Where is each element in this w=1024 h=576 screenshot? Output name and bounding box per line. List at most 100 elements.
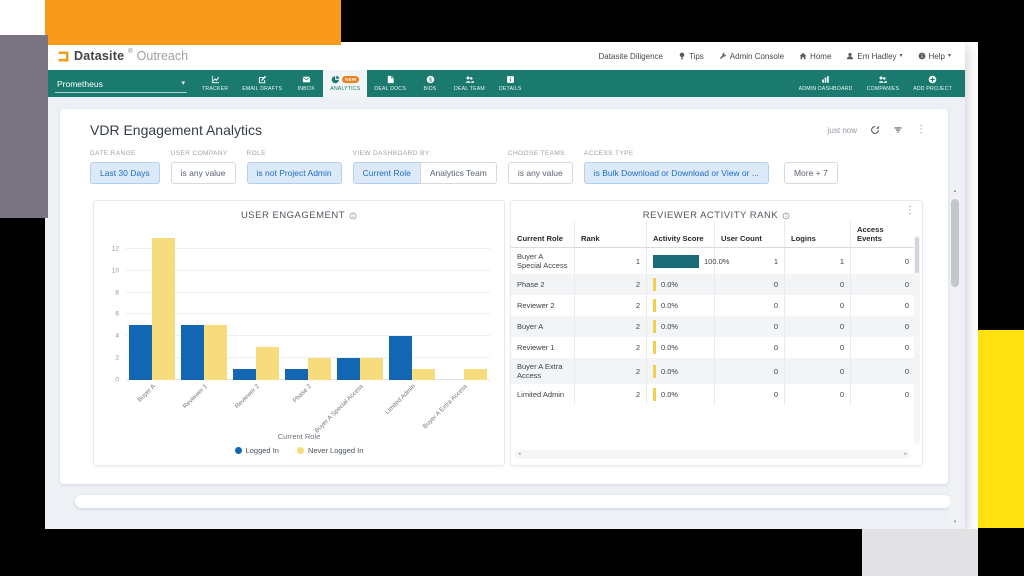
caret-down-icon: ▾ [899,53,903,59]
filter-chip-current-role[interactable]: Current Role [352,162,421,184]
header-menu-tips[interactable]: Tips [678,52,704,61]
filter-label: VIEW DASHBOARD BY: [352,150,432,157]
nav-tab-companies[interactable]: COMPANIES [860,70,907,97]
nav-tab-email-drafts[interactable]: EMAIL DRAFTS [235,70,289,97]
table-cell: 0 [785,384,851,406]
caret-down-icon: ▾ [181,80,185,87]
table-cell: 0 [715,274,785,296]
scroll-right-arrow-icon[interactable]: ▸ [904,451,907,457]
bulb-icon [678,52,686,60]
nav-tab-inbox[interactable]: INBOX [289,70,323,97]
reviewer-activity-card: REVIEWER ACTIVITY RANK ⋮ Current Role Ran… [510,200,923,466]
column-header-current-role[interactable]: Current Role [511,221,575,248]
header-menu-em-hadley[interactable]: Em Hadley ▾ [846,52,903,61]
chart-title: USER ENGAGEMENT [94,210,504,221]
wrench-icon [719,52,727,60]
column-header-user-count[interactable]: User Count [715,221,785,248]
filter-label: USER COMPANY [170,150,228,157]
nav-tab-label: EMAIL DRAFTS [242,86,283,92]
chart-title-text: USER ENGAGEMENT [240,210,346,221]
filter-bar: DATE RANGE Last 30 Days USER COMPANY is any… [90,150,838,184]
table-cell: 0 [904,280,909,290]
nav-tab-bids[interactable]: $ BIDS [413,70,447,97]
header-menu-admin-console[interactable]: Admin Console [719,52,784,61]
column-header-access-events[interactable]: Access Events [857,225,884,244]
table-cell: Buyer A Extra Access [511,358,575,385]
project-selector[interactable]: Prometheus ▾ [45,70,195,97]
column-header-logins[interactable]: Logins [785,221,851,248]
table-title-text: REVIEWER ACTIVITY RANK [642,210,779,221]
activity-score-cell: 0.0% [647,274,715,296]
scroll-down-arrow-icon[interactable]: ▾ [953,519,957,525]
page-vertical-scrollbar[interactable]: ▴ ▾ [950,187,960,527]
info-circle-icon[interactable] [782,212,790,220]
nav-tab-analytics[interactable]: NEW ANALYTICS [323,70,368,97]
table-row-phase-2: Phase 2 2 0.0% 0 0 0 [511,274,915,296]
decor-gray-left-block [0,35,48,218]
decor-black-bottom-bar [45,529,978,576]
table-vertical-scrollbar[interactable] [914,235,920,445]
scroll-left-arrow-icon[interactable]: ◂ [518,451,521,457]
nav-tab-deal-docs[interactable]: DEAL DOCS [367,70,413,97]
nav-tab-tracker[interactable]: TRACKER [195,70,235,97]
header-menu-help[interactable]: Help ▾ [918,52,951,61]
filter-label: DATE RANGE [90,150,136,157]
kebab-menu-icon[interactable]: ⋮ [916,124,926,135]
legend-item-never-logged-in[interactable]: Never Logged In [296,446,364,455]
table-row-reviewer-2: Reviewer 2 2 0.0% 0 0 0 [511,295,915,317]
filter-chip-is-bulk-download-or-download-o[interactable]: is Bulk Download or Download or View or … [583,162,769,184]
decor-black-top-bar [341,0,1024,42]
decor-yellow-block [978,330,1024,528]
next-panel-edge [75,495,951,508]
new-badge: NEW [342,76,360,83]
nav-tab-add-project[interactable]: ADD PROJECT [906,70,959,97]
filter-chip-analytics-team[interactable]: Analytics Team [419,162,497,184]
table-cell: Limited Admin [511,384,575,406]
chart-x-axis-labels: Buyer A Reviewer 1 Reviewer 2 Phase 2 Buyer … [126,380,490,434]
nav-tabs: TRACKER EMAIL DRAFTS INBOX NEW ANALYTICS DEAL… [195,70,529,97]
plus-icon [928,75,937,84]
filter-group-date-range: DATE RANGE Last 30 Days [90,150,160,184]
more-filters-button[interactable]: More + 7 [783,162,838,184]
header-menu-label: Help [928,51,945,61]
project-nav-bar: Prometheus ▾ TRACKER EMAIL DRAFTS INBOX NEW… [45,70,965,97]
header-menu-home[interactable]: Home [799,52,831,61]
info-circle-icon[interactable] [349,212,357,220]
activity-score-cell: 0.0% [647,316,715,338]
gridline [126,313,490,315]
header-menu-label: Tips [688,51,704,61]
decor-black-right-column [978,0,1024,330]
nav-tab-admin-dashboard[interactable]: ADMIN DASHBOARD [792,70,860,97]
table-cell: 0 [785,316,851,338]
bar-logged-in [181,325,204,380]
envelope-icon [302,75,311,84]
svg-text:$: $ [428,77,432,83]
table-kebab-menu-icon[interactable]: ⋮ [905,205,915,216]
filter-chip-is-any-value[interactable]: is any value [170,162,236,184]
table-horizontal-scrollbar[interactable]: ◂ ▸ [515,450,910,459]
filter-chip-is-any-value[interactable]: is any value [507,162,573,184]
scroll-up-arrow-icon[interactable]: ▴ [953,188,957,194]
filter-label: ROLE [246,150,266,157]
scrollbar-thumb[interactable] [915,237,919,273]
table-cell: 0 [715,337,785,359]
column-header-activity-score[interactable]: Activity Score [647,221,715,248]
table-cell: 2 [575,337,647,359]
filter-chip-is-not-project-admin[interactable]: is not Project Admin [246,162,342,184]
filter-icon[interactable] [893,125,903,135]
legend-label: Never Logged In [307,446,364,455]
column-header-rank[interactable]: Rank [575,221,647,248]
table-cell: 1 [715,248,785,275]
chart-legend: Logged In Never Logged In [94,446,504,455]
header-menu-datasite-diligence[interactable]: Datasite Diligence [598,52,662,61]
y-axis-tick: 8 [115,289,119,297]
legend-item-logged-in[interactable]: Logged In [234,446,279,455]
nav-tab-deal-team[interactable]: DEAL TEAM [447,70,492,97]
scrollbar-thumb[interactable] [951,199,959,287]
refresh-icon[interactable] [870,125,880,135]
bar-logged-in [337,358,360,380]
bar-logged-in [129,325,152,380]
table-cell: 0 [715,316,785,338]
filter-chip-last-30-days[interactable]: Last 30 Days [90,162,160,184]
nav-tab-details[interactable]: DETAILS [492,70,529,97]
